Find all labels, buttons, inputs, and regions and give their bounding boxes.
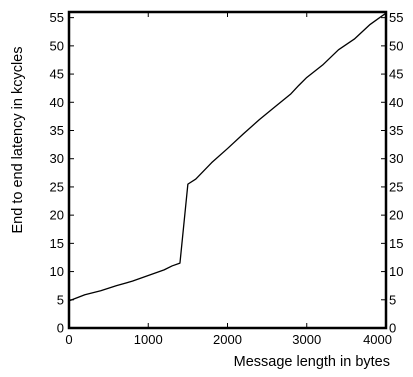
x-tick-label: 0 [65, 332, 72, 347]
plot-frame [67, 10, 388, 330]
y-tick-label-right: 35 [389, 123, 403, 138]
y-tick-label-right: 10 [389, 264, 403, 279]
y-axis-title: End to end latency in kcycles [10, 47, 26, 234]
y-tick-label: 35 [50, 123, 64, 138]
x-tick-label: 4000 [363, 332, 392, 347]
y-tick-label: 10 [50, 264, 64, 279]
y-tick-label: 5 [57, 292, 64, 307]
latency-series-line [68, 12, 387, 302]
y-tick-label: 20 [50, 208, 64, 223]
y-tick-label: 50 [50, 38, 64, 53]
y-tick-label: 15 [50, 236, 64, 251]
y-tick-label-right: 20 [389, 208, 403, 223]
y-tick-label: 45 [50, 67, 64, 82]
y-tick-label: 25 [50, 179, 64, 194]
x-tick-label: 2000 [213, 332, 242, 347]
y-tick-label-right: 50 [389, 38, 403, 53]
y-tick-label: 0 [57, 321, 64, 336]
y-tick-label-right: 15 [389, 236, 403, 251]
y-tick-label: 30 [50, 151, 64, 166]
y-tick-label-right: 40 [389, 95, 403, 110]
ticks-layer [68, 12, 387, 329]
y-tick-label-right: 25 [389, 179, 403, 194]
y-tick-label-right: 5 [389, 292, 396, 307]
y-tick-label-right: 45 [389, 67, 403, 82]
y-tick-label: 55 [50, 10, 64, 25]
y-tick-label-right: 0 [389, 321, 396, 336]
x-tick-label: 3000 [292, 332, 321, 347]
y-tick-label: 40 [50, 95, 64, 110]
x-tick-label: 1000 [134, 332, 163, 347]
y-tick-label-right: 30 [389, 151, 403, 166]
x-axis-title: Message length in bytes [234, 354, 390, 370]
y-tick-label-right: 55 [389, 10, 403, 25]
